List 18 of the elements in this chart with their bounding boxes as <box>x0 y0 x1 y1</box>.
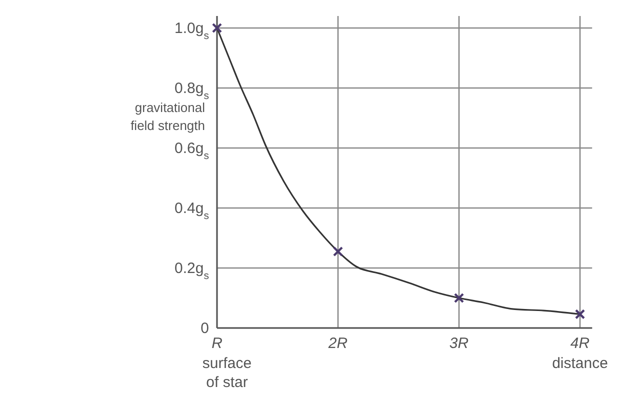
point <box>454 292 464 304</box>
y-tick-label: 0.8g$_{s}$ <box>174 80 209 102</box>
y-tick-label: 0.4g$_{s}$ <box>174 200 209 222</box>
y-tick-label: 1.0g$_{s}$ <box>174 20 209 42</box>
line-series <box>216 27 581 315</box>
point <box>332 246 344 257</box>
text: surface of star <box>202 355 252 391</box>
y-tick-label: 0 <box>200 320 209 337</box>
x-tick-label: R <box>212 335 223 352</box>
x-tick-label: 4R <box>570 335 590 352</box>
y-tick-label: 0.6g$_{s}$ <box>174 140 209 162</box>
x-tick-label: 3R <box>449 335 469 352</box>
y-tick-label: 0.2g$_{s}$ <box>174 260 209 282</box>
point <box>212 22 222 34</box>
point <box>574 309 586 320</box>
x-axis-title: distance <box>552 355 608 372</box>
x-tick-label: 2R <box>327 335 348 352</box>
y-axis-title: gravitational field strength <box>130 100 206 133</box>
